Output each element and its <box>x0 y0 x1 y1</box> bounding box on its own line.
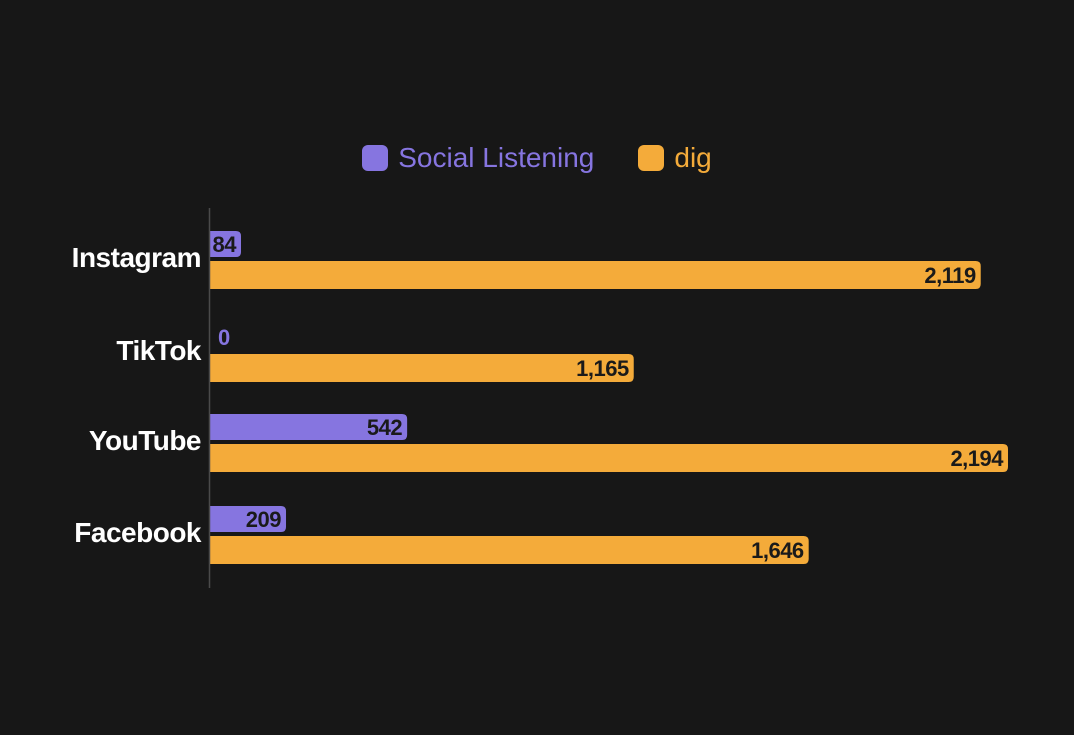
legend-swatch-dig <box>638 145 665 171</box>
bar-youtube-social-listening <box>210 414 408 440</box>
bar-youtube-dig <box>210 444 1008 472</box>
category-label-youtube: YouTube <box>89 425 201 456</box>
value-label-youtube-dig: 2,194 <box>950 446 1004 471</box>
value-label-facebook-social-listening: 209 <box>246 507 281 532</box>
value-label-tiktok-dig: 1,165 <box>576 356 629 381</box>
legend: Social Listening dig <box>0 142 1074 174</box>
category-label-facebook: Facebook <box>74 517 202 548</box>
category-label-tiktok: TikTok <box>116 335 202 366</box>
bar-instagram-dig <box>210 261 981 289</box>
legend-swatch-social-listening <box>362 145 389 171</box>
legend-label-social-listening: Social Listening <box>398 142 595 173</box>
value-label-tiktok-social-listening: 0 <box>218 325 230 350</box>
value-label-instagram-dig: 2,119 <box>924 263 976 288</box>
category-label-instagram: Instagram <box>72 242 201 273</box>
bar-facebook-social-listening <box>210 506 287 532</box>
bar-instagram-social-listening <box>210 231 241 257</box>
bar-tiktok-dig <box>210 354 634 382</box>
value-label-instagram-social-listening: 84 <box>213 232 238 257</box>
legend-item-dig[interactable]: dig <box>638 142 712 174</box>
value-label-youtube-social-listening: 542 <box>367 415 402 440</box>
legend-item-social-listening[interactable]: Social Listening <box>362 142 594 174</box>
bar-facebook-dig <box>210 536 809 564</box>
legend-label-dig: dig <box>674 142 712 173</box>
value-label-facebook-dig: 1,646 <box>751 538 804 563</box>
